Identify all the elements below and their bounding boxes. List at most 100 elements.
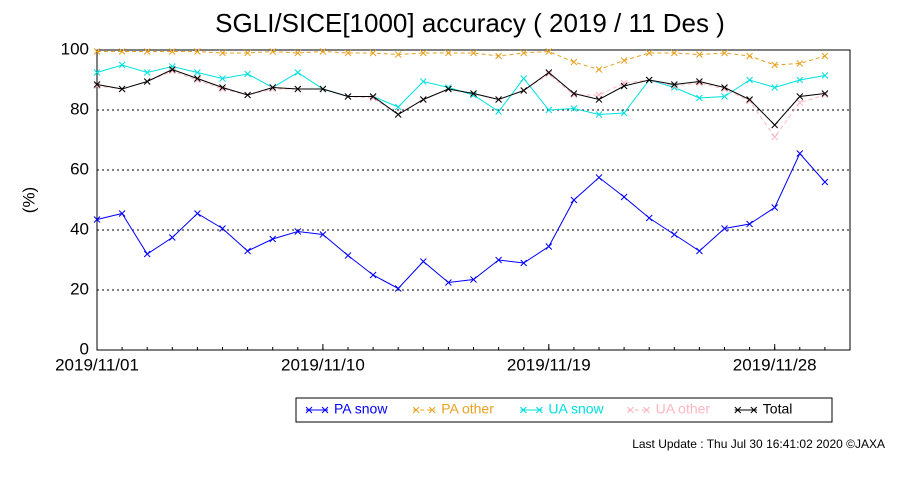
point-marker [620,109,628,117]
legend-label: UA other [656,401,711,417]
point-marker [670,49,678,57]
point-marker [620,82,628,90]
point-marker [369,93,377,100]
legend-marker [412,406,420,414]
point-marker [696,79,703,87]
point-marker [143,48,151,55]
point-marker [419,49,427,57]
point-marker [244,247,251,255]
point-marker [696,51,703,58]
y-tick-label: 60 [70,159,89,178]
point-marker [445,279,452,286]
point-marker [419,258,427,265]
point-marker [194,48,201,55]
point-marker [143,69,151,76]
y-tick-label: 100 [61,39,89,58]
point-marker [319,85,327,93]
point-marker [168,48,176,55]
point-marker [771,84,779,91]
point-marker [545,48,553,55]
point-marker [796,60,804,67]
point-marker [721,84,728,91]
point-marker [570,90,578,97]
x-tick-label: 2019/11/01 [55,355,139,374]
point-marker [796,76,804,84]
point-marker [294,228,302,235]
legend-marker [305,406,313,414]
legend-marker [520,406,527,414]
point-marker [545,69,553,76]
legend-marker [627,406,634,414]
point-marker [721,93,728,100]
legend-label: UA snow [548,401,604,417]
x-tick-label: 2019/11/28 [733,355,817,374]
point-marker [93,81,101,88]
point-marker [696,94,703,102]
point-marker [269,85,277,93]
point-marker [620,79,628,87]
point-marker [495,256,502,264]
legend-label: PA snow [334,401,388,417]
point-marker [746,96,753,103]
y-tick-label: 80 [70,99,89,118]
series-line [97,50,826,71]
point-marker [244,91,251,99]
point-marker [746,220,753,228]
point-marker [168,66,176,73]
point-marker [319,48,327,55]
point-marker [269,48,277,55]
point-marker [595,111,603,118]
point-marker [244,49,251,57]
point-marker [545,243,553,250]
point-marker [595,96,603,103]
x-tick-label: 2019/11/19 [507,355,591,374]
point-marker [294,69,302,76]
point-marker [93,69,101,76]
point-marker [168,234,176,241]
plot-frame [96,49,851,351]
point-marker [771,133,779,141]
point-marker [118,85,126,93]
legend-label: Total [763,401,793,417]
point-marker [821,178,829,186]
point-marker [570,91,578,99]
point-marker [771,121,779,129]
point-marker [721,49,728,57]
point-marker [93,82,101,90]
point-marker [821,52,829,60]
point-marker [796,93,804,100]
point-marker [796,150,804,157]
point-marker [570,196,578,204]
point-marker [294,49,302,57]
point-marker [796,99,804,106]
point-marker [696,247,703,255]
y-axis-label: (%) [19,187,38,213]
point-marker [244,70,251,78]
series-line [96,64,825,116]
point-marker [721,225,728,232]
point-marker [771,204,779,211]
point-marker [219,49,226,57]
point-marker [821,72,829,79]
legend-marker [428,406,436,414]
point-marker [93,216,101,223]
point-marker [620,57,628,64]
point-marker [194,69,201,76]
point-marker [445,85,452,93]
point-marker [821,90,829,97]
y-tick-label: 0 [80,339,89,358]
point-marker [445,49,452,57]
point-marker [771,61,779,69]
point-marker [670,81,678,88]
point-marker [495,52,502,60]
point-marker [344,49,352,57]
point-marker [269,84,277,91]
point-marker [520,87,528,94]
point-marker [746,76,753,84]
legend-marker [643,406,650,414]
point-marker [645,214,653,222]
point-marker [143,250,151,258]
point-marker [219,225,226,232]
point-marker [219,75,226,82]
